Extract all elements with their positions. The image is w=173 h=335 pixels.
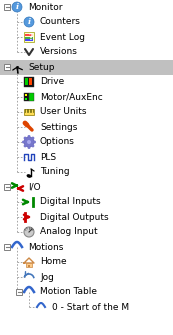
Bar [4,244,10,250]
Text: Drive: Drive [40,77,64,86]
Text: i: i [15,3,19,11]
Text: Counters: Counters [40,17,81,26]
Circle shape [24,17,34,27]
Text: Tuning: Tuning [40,168,70,177]
Bar [4,184,10,190]
Text: 0 - Start of the M: 0 - Start of the M [52,303,129,312]
Text: Options: Options [40,137,75,146]
Circle shape [24,137,27,140]
Circle shape [12,2,22,12]
Ellipse shape [27,174,31,178]
Bar [0,60,173,74]
Bar [24,93,29,101]
Text: Analog Input: Analog Input [40,227,98,237]
Bar [16,289,22,295]
Bar [25,34,33,36]
Text: I/O: I/O [28,183,41,192]
Bar [25,94,26,96]
Circle shape [28,135,30,138]
Text: Monitor: Monitor [28,2,62,11]
Circle shape [27,140,31,144]
Bar [29,93,34,101]
Text: Digital Inputs: Digital Inputs [40,198,101,206]
Circle shape [31,137,34,140]
Text: Versions: Versions [40,48,78,57]
Bar [28,265,30,267]
Circle shape [22,140,25,143]
Bar [4,64,10,70]
Text: User Units: User Units [40,108,86,117]
Text: Event Log: Event Log [40,32,85,42]
Circle shape [24,227,34,237]
Circle shape [24,137,34,147]
Bar [25,98,26,100]
Text: ?: ? [29,32,33,42]
Bar [25,39,33,41]
Bar [24,109,34,115]
Circle shape [33,140,36,143]
Text: PLS: PLS [40,152,56,161]
Text: Motions: Motions [28,243,63,252]
Text: Setup: Setup [28,63,54,71]
Bar [29,78,32,85]
Circle shape [28,146,30,149]
Bar [25,37,33,39]
Circle shape [31,144,34,147]
Text: i: i [28,18,31,26]
Text: Home: Home [40,258,67,267]
Text: Settings: Settings [40,123,77,132]
Circle shape [24,144,27,147]
Text: Motion Table: Motion Table [40,287,97,296]
Bar [4,4,10,10]
Bar [24,32,34,42]
Text: Digital Outputs: Digital Outputs [40,212,109,221]
Bar [26,263,32,267]
Bar [25,78,28,85]
Text: Motor/AuxEnc: Motor/AuxEnc [40,92,103,102]
Bar [24,77,34,87]
Text: Jog: Jog [40,272,54,281]
